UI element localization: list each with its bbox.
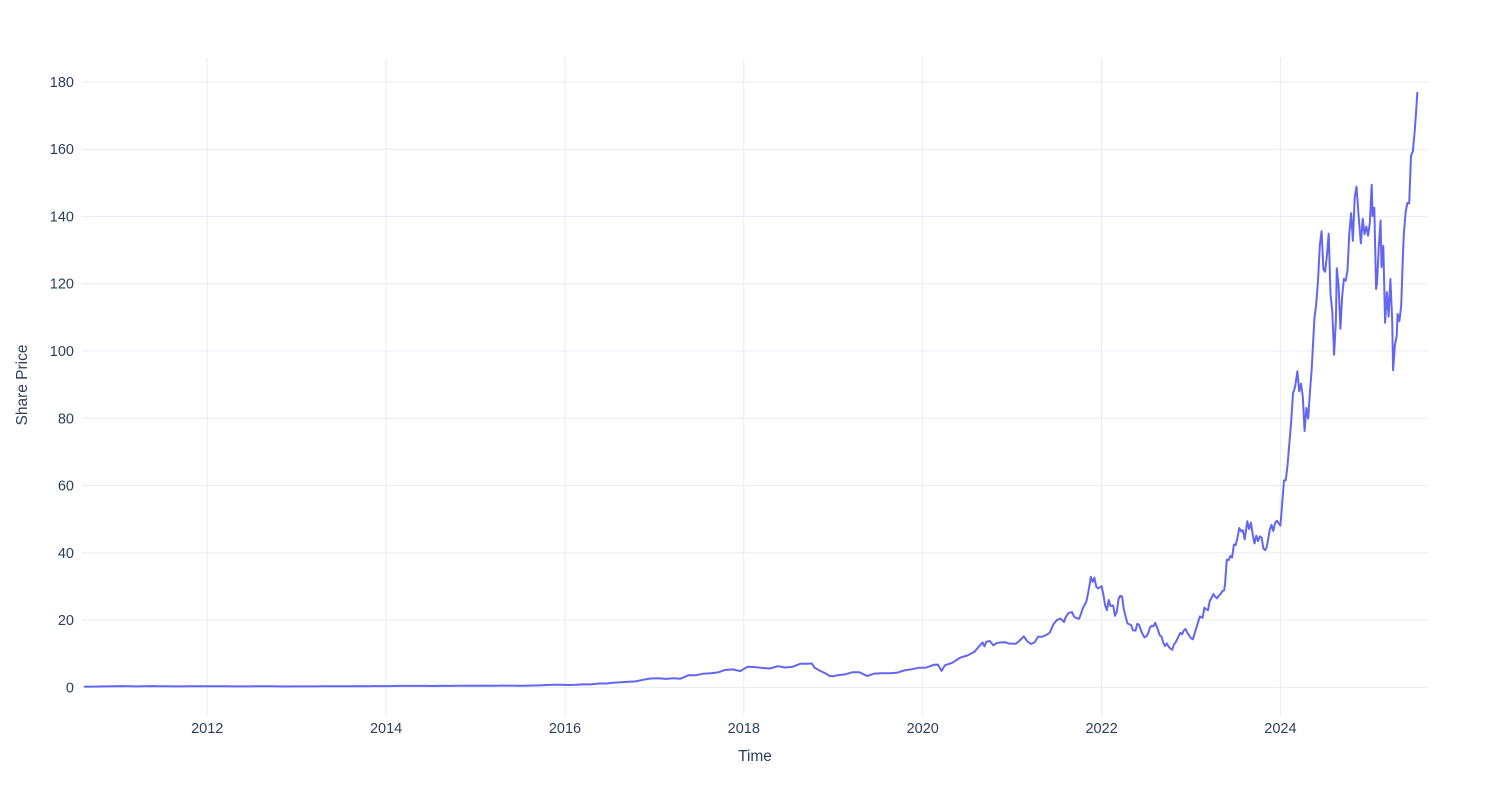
x-tick-label: 2018 xyxy=(728,721,760,737)
y-tick-label: 60 xyxy=(58,479,74,495)
x-tick-labels: 2012 2014 2016 2018 2020 2022 2024 xyxy=(191,721,1296,737)
y-tick-label: 140 xyxy=(50,210,74,226)
y-gridlines xyxy=(82,81,1428,688)
x-tick-label: 2022 xyxy=(1085,721,1117,737)
plot-area[interactable] xyxy=(82,58,1428,713)
price-line-series xyxy=(83,91,1419,688)
y-tick-label: 120 xyxy=(50,277,74,293)
y-tick-label: 0 xyxy=(66,680,74,696)
x-tick-label: 2020 xyxy=(907,721,939,737)
x-tick-label: 2024 xyxy=(1264,721,1296,737)
y-tick-label: 160 xyxy=(50,142,74,158)
y-tick-label: 20 xyxy=(58,613,74,629)
y-tick-labels: 0 20 40 60 80 100 120 140 160 180 xyxy=(50,75,74,697)
x-tick-label: 2016 xyxy=(549,721,581,737)
y-tick-label: 180 xyxy=(50,75,74,91)
y-axis-title: Share Price xyxy=(14,345,31,426)
y-tick-label: 80 xyxy=(58,411,74,427)
x-tick-label: 2014 xyxy=(370,721,402,737)
x-tick-label: 2012 xyxy=(191,721,223,737)
x-gridlines xyxy=(206,58,1281,717)
x-axis-title: Time xyxy=(738,748,772,765)
y-tick-label: 100 xyxy=(50,344,74,360)
y-tick-label: 40 xyxy=(58,546,74,562)
